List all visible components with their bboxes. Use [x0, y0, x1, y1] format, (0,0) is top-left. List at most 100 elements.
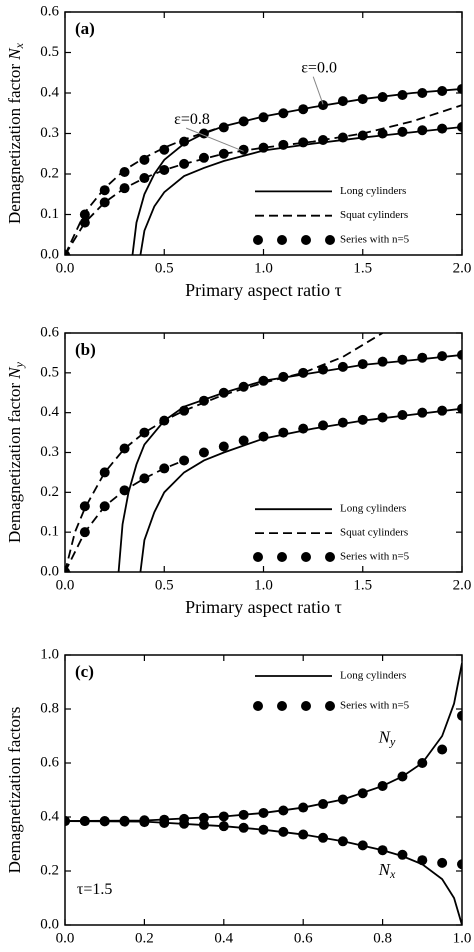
x-tick-label: 0.5 [155, 260, 174, 276]
annotation-subscript: y [389, 734, 396, 748]
annotation: ε=0.8 [174, 111, 210, 128]
y-tick-label: 0.6 [40, 754, 59, 770]
x-axis-label: Primary aspect ratio τ [185, 597, 342, 617]
data-point [397, 354, 408, 365]
y-tick-label: 0.4 [40, 404, 59, 420]
legend-label: Squat cylinders [340, 209, 408, 221]
data-point [139, 473, 150, 484]
solid-curve [139, 407, 462, 572]
data-point [119, 166, 130, 177]
annotation: Nx [378, 860, 396, 881]
y-tick-label: 0.1 [40, 206, 59, 222]
data-point [298, 367, 309, 378]
x-tick-label: 1.0 [453, 930, 472, 946]
x-axis-label: Eccentricity ε [214, 950, 313, 952]
y-tick-label: 0.4 [40, 84, 59, 100]
panel-label: (b) [75, 340, 96, 359]
legend-dot [325, 552, 335, 562]
y-axis-label: Demagnetization factors [5, 707, 24, 874]
data-point [198, 152, 209, 163]
data-point [218, 441, 229, 452]
data-point [198, 447, 209, 458]
y-axis-symbol: N [5, 47, 24, 61]
x-tick-label: 0.8 [373, 930, 392, 946]
solid-curve [139, 126, 462, 255]
legend-label: Long cylinders [340, 670, 406, 682]
y-tick-label: 0.1 [40, 524, 59, 540]
x-tick-label: 0.4 [214, 930, 233, 946]
plot-frame [64, 11, 463, 256]
plot-area [65, 333, 462, 572]
x-tick-label: 2.0 [453, 260, 472, 276]
legend-label: Long cylinders [340, 185, 406, 197]
solid-curve [117, 354, 462, 572]
legend-dot [277, 552, 287, 562]
solid-curve [65, 662, 462, 822]
y-axis-subscript: y [12, 361, 26, 368]
annotation-text: ε=0.8 [174, 111, 210, 128]
legend-label: Series with n=5 [340, 551, 410, 563]
data-point [238, 435, 249, 446]
legend-label: Squat cylinders [340, 527, 408, 539]
annotation: Ny [378, 728, 396, 749]
y-axis-label: Demagnetization factor Ny [5, 361, 26, 543]
x-tick-label: 1.5 [353, 577, 372, 593]
y-tick-label: 0.0 [40, 246, 59, 262]
y-tick-label: 0.3 [40, 444, 59, 460]
annotation-text: ε=0.0 [301, 59, 337, 76]
data-point [159, 144, 170, 155]
data-point [179, 455, 190, 466]
y-axis-label: Demagnetization factor Nx [5, 42, 26, 224]
y-tick-label: 0.2 [40, 165, 59, 181]
y-tick-label: 0.0 [40, 563, 59, 579]
legend-dot [253, 701, 263, 711]
annotation-symbol: N [378, 860, 392, 879]
dashed-curve [65, 125, 225, 255]
y-tick-label: 0.0 [40, 916, 59, 932]
annotation-symbol: N [378, 728, 392, 747]
y-axis-label-text: Demagnetization factor [5, 64, 24, 224]
y-tick-label: 0.2 [40, 484, 59, 500]
x-tick-label: 0.0 [56, 260, 75, 276]
legend-dot [277, 701, 287, 711]
y-tick-label: 0.6 [40, 3, 59, 19]
legend-dot [301, 701, 311, 711]
solid-curve [65, 820, 462, 925]
y-tick-label: 0.5 [40, 364, 59, 380]
legend-label: Long cylinders [340, 503, 406, 515]
legend-dot [325, 701, 335, 711]
data-point [457, 859, 462, 870]
dashed-curve [65, 333, 384, 572]
data-point [437, 744, 448, 755]
y-axis-label-text: Demagnetization factor [5, 383, 24, 543]
x-tick-label: 0.2 [135, 930, 154, 946]
data-point [397, 126, 408, 137]
y-tick-label: 1.0 [40, 646, 59, 662]
dashed-curve [65, 459, 185, 572]
data-point [238, 144, 249, 155]
panel-label: (a) [75, 19, 95, 38]
y-tick-label: 0.6 [40, 324, 59, 340]
x-axis-label: Primary aspect ratio τ [185, 280, 342, 300]
x-tick-label: 2.0 [453, 577, 472, 593]
x-tick-label: 1.0 [254, 577, 273, 593]
annotation-text: τ=1.5 [77, 881, 112, 898]
y-axis-symbol: N [5, 366, 24, 380]
data-point [377, 356, 388, 367]
legend-label: Series with n=5 [340, 700, 410, 712]
plot-frame [64, 332, 463, 573]
data-point [457, 710, 462, 721]
y-tick-label: 0.3 [40, 125, 59, 141]
annotation: τ=1.5 [77, 881, 112, 898]
plot-area [65, 662, 462, 925]
x-tick-label: 1.5 [353, 260, 372, 276]
legend-dot [253, 235, 263, 245]
y-tick-label: 0.2 [40, 862, 59, 878]
annotation-subscript: x [389, 867, 396, 881]
dashed-curve [65, 104, 462, 255]
y-tick-label: 0.8 [40, 700, 59, 716]
data-point [417, 352, 428, 363]
y-tick-label: 0.5 [40, 44, 59, 60]
y-axis-label-text: Demagnetization factors [5, 707, 24, 874]
